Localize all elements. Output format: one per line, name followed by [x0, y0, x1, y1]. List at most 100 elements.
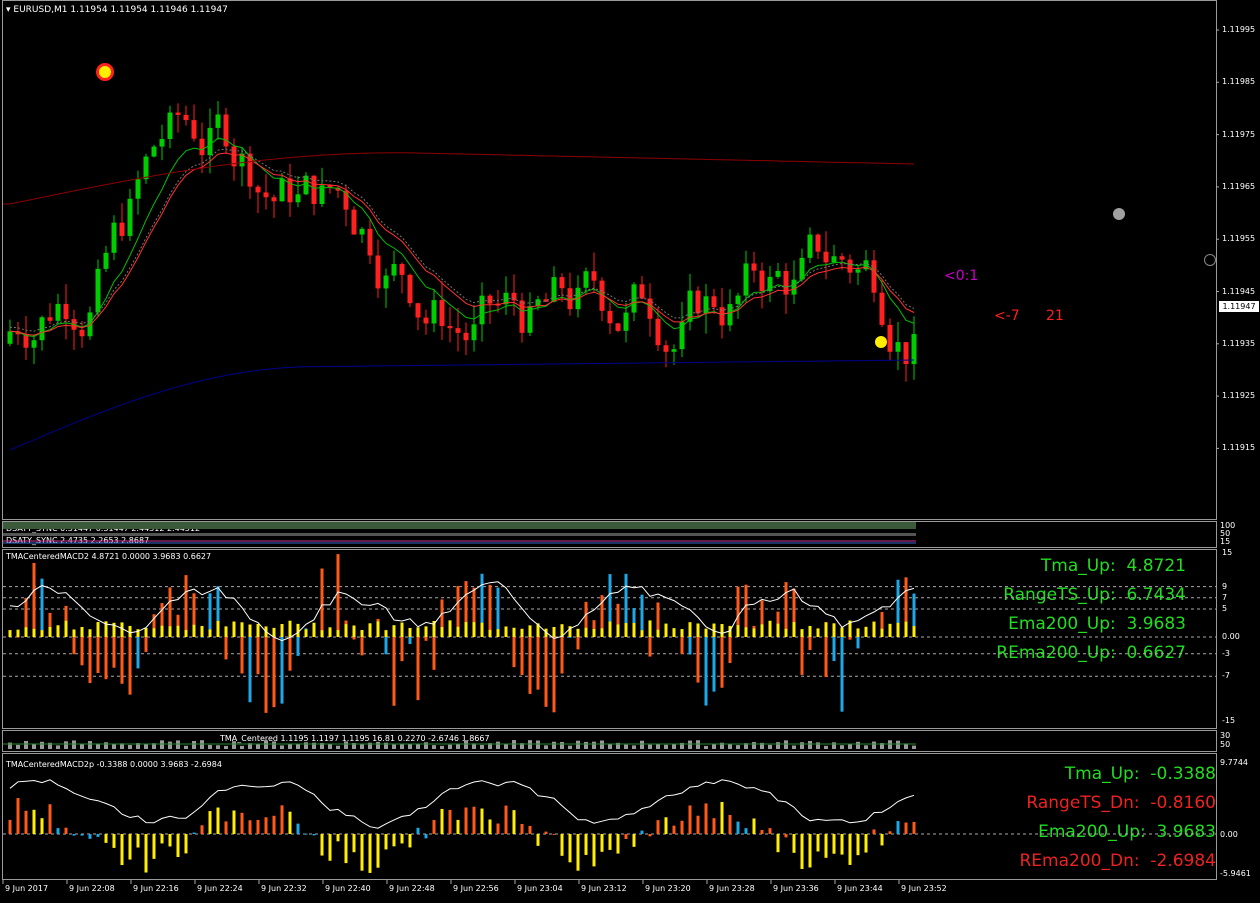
candle-body — [415, 303, 421, 318]
candle-body — [711, 296, 717, 308]
candle-body — [55, 303, 61, 321]
macd2p-histogram-bar — [672, 825, 676, 834]
tma-strip-bar — [768, 744, 772, 749]
macd2p-histogram-bar — [472, 806, 476, 834]
tma-strip-bar — [328, 744, 332, 749]
tma-strip-bar — [488, 743, 492, 749]
macd2p-panel[interactable] — [2, 753, 1217, 880]
macd2p-histogram-bar — [736, 821, 740, 834]
candle-body — [127, 198, 133, 236]
tma-strip-bar — [200, 740, 204, 749]
strip-tick-2: 50 — [1220, 740, 1231, 749]
macd-signal-bar — [536, 623, 540, 637]
tma-strip-bar — [704, 745, 708, 749]
macd-signal-bar — [8, 630, 12, 637]
macd-histogram-bar — [840, 637, 844, 712]
macd-signal-bar — [880, 628, 884, 637]
lower-band-line — [9, 359, 915, 451]
macd-signal-bar — [32, 628, 36, 637]
macd-signal-bar — [576, 628, 580, 637]
time-label-11: 9 Jun 23:28 — [709, 884, 755, 893]
macd2p-histogram-bar — [224, 821, 228, 834]
macd-signal-bar — [280, 624, 284, 637]
candle-body — [647, 298, 653, 319]
macd-histogram-bar — [520, 637, 524, 675]
macd-signal-bar — [56, 625, 60, 637]
macd-signal-bar — [648, 620, 652, 637]
macd-histogram-bar — [584, 601, 588, 637]
macd-signal-bar — [656, 629, 660, 637]
candle-body — [215, 114, 221, 128]
candle-body — [559, 277, 565, 289]
macd-signal-bar — [768, 620, 772, 637]
macd2p-histogram-bar — [712, 818, 716, 834]
macd-histogram-bar — [896, 579, 900, 637]
macd-signal-bar — [96, 622, 100, 637]
macd-signal-bar — [896, 622, 900, 637]
macd2p-histogram-bar — [856, 834, 860, 856]
macd-histogram-bar — [760, 600, 764, 637]
candle-body — [543, 299, 549, 302]
macd-histogram-bar — [856, 637, 860, 649]
time-label-2: 9 Jun 22:16 — [133, 884, 179, 893]
ma-green-line — [9, 137, 915, 338]
tma-strip-bar — [456, 744, 460, 749]
macd-histogram-bar — [192, 593, 196, 637]
macd2p-histogram-bar — [464, 807, 468, 834]
tma-strip-bar — [688, 740, 692, 749]
candle-body — [79, 329, 85, 337]
macd-histogram-bar — [880, 612, 884, 637]
candle-body — [607, 310, 613, 324]
candle-body — [519, 300, 525, 333]
macd-signal-bar — [720, 624, 724, 637]
macd-histogram-bar — [688, 637, 692, 655]
tma-strip-bar — [240, 745, 244, 749]
tma-strip-bar — [504, 744, 508, 749]
tma-strip-bar — [752, 742, 756, 749]
macd-histogram-bar — [720, 637, 724, 688]
candle-body — [271, 197, 277, 202]
candle-body — [335, 187, 341, 191]
macd-signal-bar — [432, 620, 436, 637]
macd2p-histogram-bar — [48, 804, 52, 834]
time-label-12: 9 Jun 23:36 — [773, 884, 819, 893]
time-label-4: 9 Jun 22:32 — [261, 884, 307, 893]
candle-body — [679, 321, 685, 350]
macd-signal-bar — [624, 623, 628, 637]
candle-body — [447, 326, 453, 329]
macd-signal-bar — [240, 622, 244, 637]
macd-histogram-bar — [512, 637, 516, 668]
main-chart-panel[interactable] — [2, 0, 1217, 520]
candle-body — [735, 295, 741, 305]
macd2p-tick-max: 9.7744 — [1220, 758, 1248, 767]
macd-histogram-bar — [272, 637, 276, 708]
macd-signal-bar — [784, 628, 788, 637]
time-label-7: 9 Jun 22:56 — [453, 884, 499, 893]
candle-body — [799, 257, 805, 280]
candle-body — [423, 317, 429, 324]
yellow-dot-marker — [875, 336, 887, 348]
candle-body — [903, 342, 909, 365]
candle-body — [311, 175, 317, 205]
macd2p-histogram-bar — [504, 805, 508, 834]
macd-histogram-bar — [608, 574, 612, 637]
macd-signal-bar — [184, 629, 188, 637]
macd-signal-bar — [88, 629, 92, 637]
macd-histogram-bar — [136, 637, 140, 669]
macd-histogram-bar — [288, 637, 292, 671]
macd-signal-bar — [328, 627, 332, 637]
macd2p-histogram-bar — [872, 829, 876, 834]
tma-strip-bar — [624, 744, 628, 749]
macd-info-row-0: Tma_Up: 4.8721 — [1040, 556, 1186, 576]
candle-body — [143, 156, 149, 180]
candle-body — [655, 318, 661, 346]
macd-signal-bar — [176, 625, 180, 637]
clock-icon — [1204, 254, 1216, 266]
macd2p-histogram-bar — [152, 834, 156, 859]
macd2p-histogram-bar — [696, 815, 700, 834]
macd2p-histogram-bar — [752, 818, 756, 834]
macd2p-histogram-bar — [424, 834, 428, 839]
macd2p-histogram-bar — [376, 834, 380, 868]
macd2p-histogram-bar — [440, 808, 444, 834]
macd-histogram-bar — [616, 603, 620, 637]
